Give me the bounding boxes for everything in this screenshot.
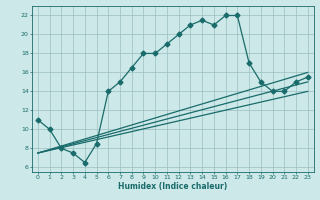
X-axis label: Humidex (Indice chaleur): Humidex (Indice chaleur) [118,182,228,191]
